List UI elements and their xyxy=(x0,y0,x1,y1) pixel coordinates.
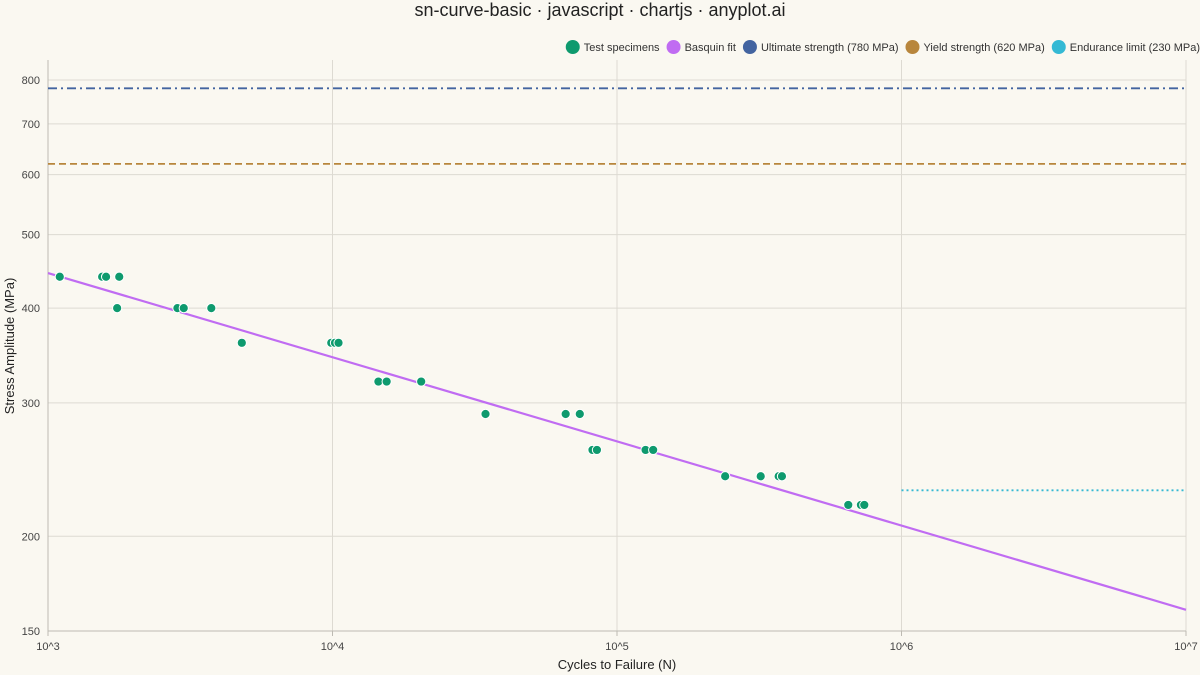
legend-swatch xyxy=(1051,40,1066,54)
specimen-point xyxy=(100,271,112,282)
specimen-point xyxy=(480,408,491,420)
legend-swatch xyxy=(666,40,681,54)
legend-swatch xyxy=(742,40,757,54)
specimen-point xyxy=(114,271,125,282)
chart-title: sn-curve-basic · javascript · chartjs · … xyxy=(414,0,785,20)
legend-label: Ultimate strength (780 MPa) xyxy=(761,42,899,54)
axes: 150 200 300 400 500 600 700 800 10^3 10^4 10^5 10^6… xyxy=(22,60,1198,653)
x-tick-label: 10^4 xyxy=(321,641,345,653)
legend-label: Endurance limit (230 MPa) xyxy=(1070,42,1200,54)
specimen-point xyxy=(333,337,344,348)
specimen-point xyxy=(206,303,217,314)
specimen-point xyxy=(574,408,585,420)
specimen-point xyxy=(560,408,571,420)
legend-item[interactable]: Ultimate strength (780 MPa) xyxy=(742,40,899,54)
legend-item[interactable]: Endurance limit (230 MPa) xyxy=(1051,40,1200,54)
specimen-point xyxy=(591,444,603,456)
specimen-point xyxy=(236,337,247,348)
specimen-point xyxy=(776,471,788,482)
legend-item[interactable]: Basquin fit xyxy=(666,40,736,54)
specimen-point xyxy=(112,303,123,314)
legend-label: Basquin fit xyxy=(685,42,736,54)
y-tick-label: 300 xyxy=(22,398,40,410)
specimen-point xyxy=(648,444,659,456)
x-tick-label: 10^7 xyxy=(1174,641,1198,653)
y-tick-label: 500 xyxy=(22,230,40,242)
legend-swatch xyxy=(565,40,580,54)
y-axis-label: Stress Amplitude (MPa) xyxy=(2,278,17,415)
legend-item[interactable]: Yield strength (620 MPa) xyxy=(905,40,1045,54)
series-layer xyxy=(47,87,1187,611)
specimen-point xyxy=(720,471,731,482)
specimen-point xyxy=(54,271,65,282)
x-tick-label: 10^3 xyxy=(36,641,60,653)
x-tick-label: 10^5 xyxy=(605,641,629,653)
specimen-point xyxy=(843,499,854,511)
legend-label: Yield strength (620 MPa) xyxy=(924,42,1045,54)
y-tick-label: 400 xyxy=(22,303,40,315)
basquin-fit-line xyxy=(47,271,1187,611)
x-axis-label: Cycles to Failure (N) xyxy=(558,657,676,672)
legend-item[interactable]: Test specimens xyxy=(565,40,660,54)
specimen-point xyxy=(178,303,189,314)
specimen-point xyxy=(416,376,427,387)
grid-lines xyxy=(47,60,1187,632)
specimen-point xyxy=(755,471,766,482)
x-tick-label: 10^6 xyxy=(890,641,914,653)
y-tick-label: 150 xyxy=(22,626,40,638)
y-tick-label: 800 xyxy=(22,75,40,87)
y-tick-label: 700 xyxy=(22,119,40,131)
legend-swatch xyxy=(905,40,920,54)
legend: Test specimens Basquin fit Ultimate streng… xyxy=(565,40,1200,54)
legend-label: Test specimens xyxy=(584,42,660,54)
y-tick-label: 200 xyxy=(22,531,40,543)
specimen-point xyxy=(859,499,870,511)
specimen-point xyxy=(381,376,392,387)
y-tick-label: 600 xyxy=(22,170,40,182)
